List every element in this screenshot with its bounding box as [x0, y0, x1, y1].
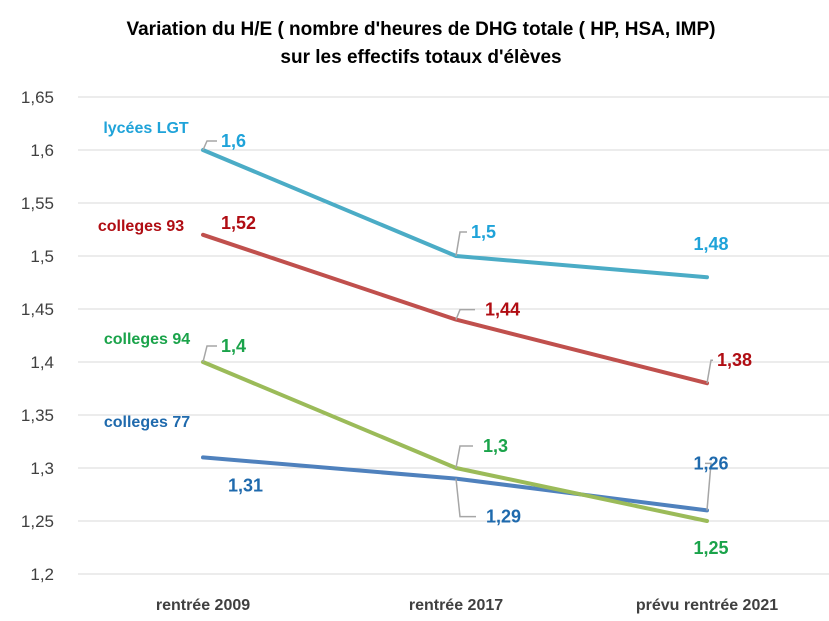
data-label: 1,52	[221, 213, 256, 233]
data-label: 1,48	[693, 234, 728, 254]
y-tick-label: 1,3	[30, 459, 54, 478]
series-name-labels: lycées LGT colleges 93 colleges 94 colleges…	[98, 120, 190, 431]
label-leader-line	[455, 445, 473, 469]
chart-title-line-1: Variation du H/E ( nombre d'heures de DH…	[126, 19, 715, 40]
data-label: 1,5	[471, 222, 496, 242]
data-label: 1,29	[486, 507, 521, 527]
x-tick-label: prévu rentrée 2021	[636, 597, 778, 614]
label-leader-line	[455, 231, 467, 257]
label-leader-line	[202, 140, 217, 151]
y-tick-label: 1,2	[30, 565, 54, 584]
series-line	[201, 360, 709, 523]
data-labels: 1,6 1,5 1,48 1,52 1,44 1,38 1,4 1,3 1,25 1,31 1,29…	[221, 131, 752, 558]
data-label: 1,3	[483, 436, 508, 456]
label-leader-line	[202, 345, 217, 363]
y-tick-label: 1,45	[21, 300, 54, 319]
y-tick-label: 1,5	[30, 247, 54, 266]
series-name-label: colleges 94	[104, 331, 190, 348]
series-name-label: colleges 77	[104, 414, 190, 431]
y-tick-label: 1,55	[21, 194, 54, 213]
gridlines	[78, 96, 829, 575]
y-tick-label: 1,35	[21, 406, 54, 425]
chart-title-line-2: sur les effectifs totaux d'élèves	[280, 47, 561, 68]
series-line	[201, 148, 709, 280]
series-lines	[201, 148, 709, 523]
data-label: 1,38	[717, 350, 752, 370]
label-leader-line	[706, 359, 713, 384]
label-leader-lines	[202, 140, 713, 518]
label-leader-line	[705, 462, 712, 511]
x-axis-ticks: rentrée 2009 rentrée 2017 prévu rentrée 20…	[156, 597, 778, 614]
y-tick-label: 1,65	[21, 88, 54, 107]
y-axis-ticks: 1,2 1,25 1,3 1,35 1,4 1,45 1,5 1,55 1,6 1,65	[21, 88, 54, 584]
data-label: 1,25	[693, 538, 728, 558]
y-tick-label: 1,4	[30, 353, 54, 372]
data-label: 1,4	[221, 336, 246, 356]
data-label: 1,44	[485, 300, 520, 320]
data-label: 1,6	[221, 131, 246, 151]
series-name-label: lycées LGT	[103, 120, 189, 137]
y-tick-label: 1,6	[30, 141, 54, 160]
y-tick-label: 1,25	[21, 512, 54, 531]
x-tick-label: rentrée 2009	[156, 597, 250, 614]
series-line	[201, 455, 709, 513]
x-tick-label: rentrée 2017	[409, 597, 503, 614]
label-leader-line	[455, 478, 476, 518]
label-leader-line	[455, 308, 475, 320]
data-label: 1,31	[228, 475, 263, 495]
series-name-label: colleges 93	[98, 218, 184, 235]
data-label: 1,26	[693, 453, 728, 473]
